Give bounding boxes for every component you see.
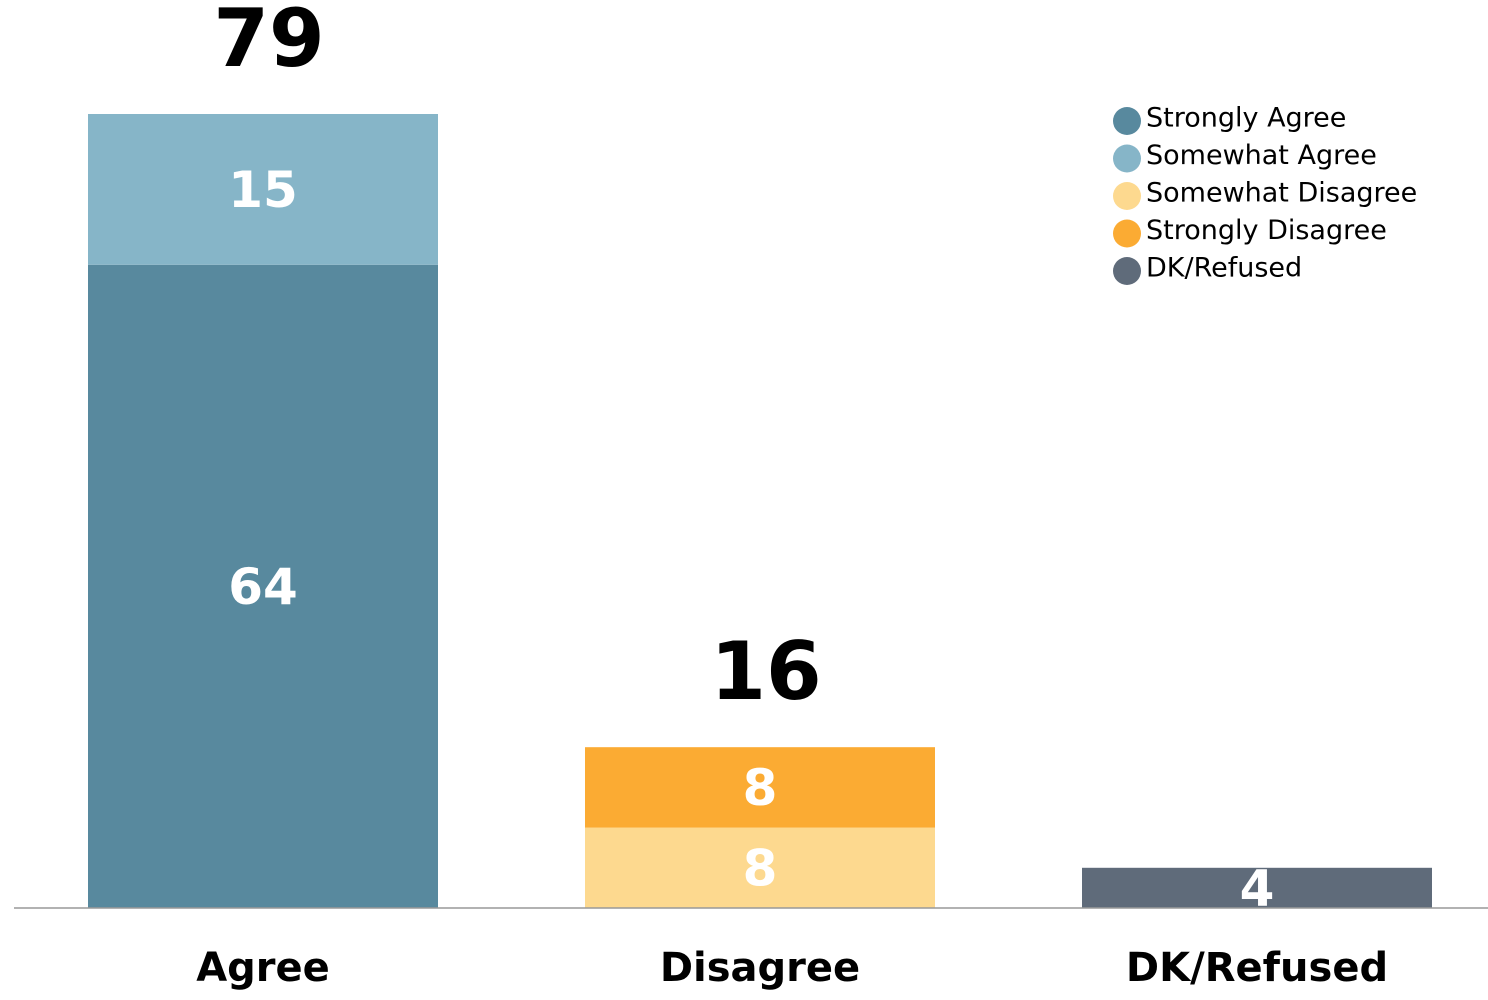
legend-label: Strongly Disagree — [1146, 215, 1387, 246]
bar-segment — [88, 264, 438, 908]
legend-label: DK/Refused — [1146, 253, 1302, 284]
legend-label: Somewhat Disagree — [1146, 178, 1417, 209]
bar-segment — [585, 827, 935, 908]
legend-marker — [1113, 144, 1141, 173]
data-label: 8 — [743, 759, 778, 817]
data-label: 4 — [1240, 859, 1275, 917]
bar-segment — [585, 747, 935, 828]
legend-marker — [1113, 107, 1141, 135]
legend-label: Strongly Agree — [1146, 103, 1346, 134]
data-label: 15 — [228, 161, 298, 219]
bar-segment — [1082, 867, 1432, 908]
x-tick-label: DK/Refused — [1126, 945, 1388, 991]
legend-marker — [1113, 219, 1141, 248]
legend-marker — [1113, 182, 1141, 210]
plot-area: 64 15 8 8 4 — [88, 114, 1432, 917]
legend-marker — [1113, 257, 1141, 285]
total-label: 79 — [213, 0, 324, 85]
data-label: 64 — [228, 558, 298, 616]
x-tick-label: Disagree — [660, 945, 860, 991]
x-tick-label: Agree — [196, 945, 330, 991]
data-label: 8 — [743, 839, 778, 897]
bar-segment — [88, 114, 438, 265]
legend-label: Somewhat Agree — [1146, 140, 1377, 171]
total-label: 16 — [710, 625, 821, 718]
